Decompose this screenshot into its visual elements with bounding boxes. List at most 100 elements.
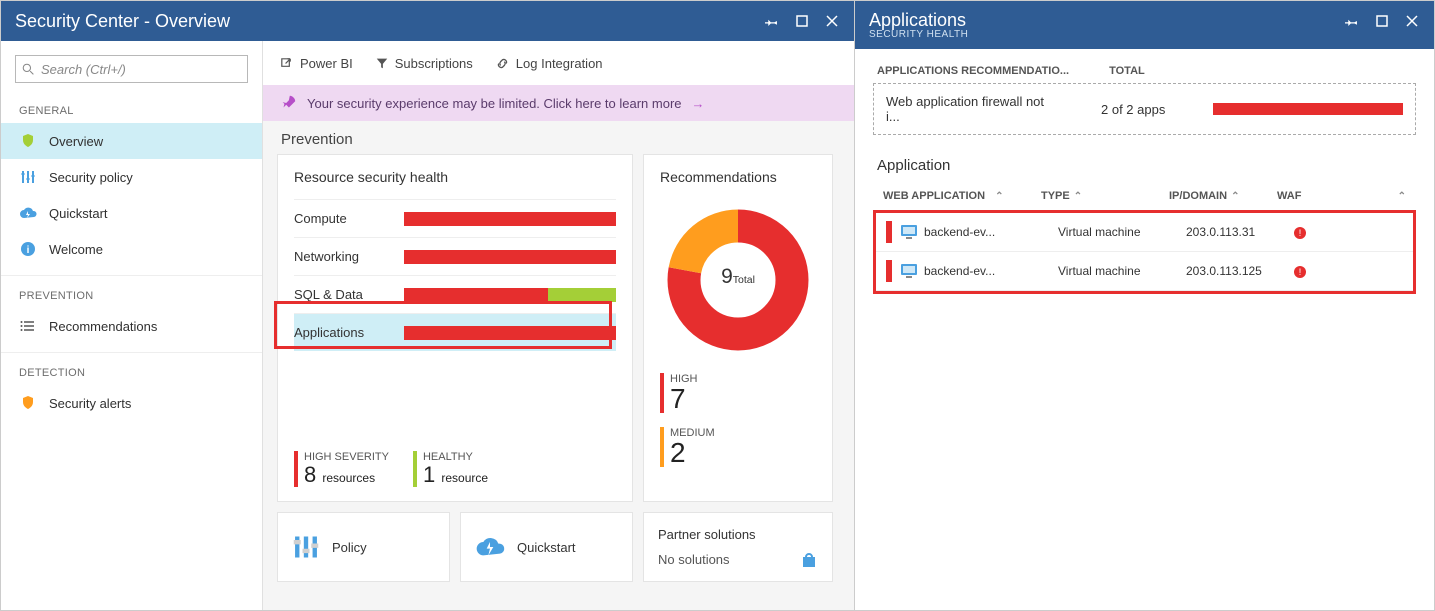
tile-label: Quickstart <box>517 540 576 555</box>
security-center-pane: Security Center - Overview Search (Ctrl+… <box>0 0 855 611</box>
app-name: backend-ev... <box>924 225 995 239</box>
vm-icon <box>900 224 918 240</box>
app-name: backend-ev... <box>924 264 995 278</box>
applications-pane: Applications SECURITY HEALTH APPLICATION… <box>855 0 1435 611</box>
sidebar-label: Quickstart <box>49 206 108 221</box>
banner-text: Your security experience may be limited.… <box>307 96 682 111</box>
filter-icon <box>375 56 389 70</box>
group-label-prevention: PREVENTION <box>1 284 262 308</box>
rsh-bar <box>404 250 616 264</box>
rsh-row-compute[interactable]: Compute <box>294 199 616 237</box>
close-icon[interactable] <box>1404 13 1420 29</box>
sev-value: 8 <box>304 462 316 487</box>
waf-alert-icon: ! <box>1294 227 1306 239</box>
col-label[interactable]: WAF <box>1277 190 1301 202</box>
rec-header: APPLICATIONS RECOMMENDATIO... TOTAL <box>873 65 1416 83</box>
section-title-prevention: Prevention <box>263 121 854 154</box>
card-recommendations: Recommendations 9Total HIGH 7 <box>643 154 833 502</box>
card-title: Resource security health <box>294 169 616 185</box>
stat-label: HIGH <box>670 373 816 385</box>
maximize-icon[interactable] <box>1374 13 1390 29</box>
sidebar-item-recommendations[interactable]: Recommendations <box>1 308 262 344</box>
sliders-icon <box>292 533 320 561</box>
rsh-bar <box>404 288 616 302</box>
link-icon <box>495 56 510 71</box>
tile-partner-solutions[interactable]: Partner solutions No solutions <box>643 512 833 582</box>
col-label[interactable]: IP/DOMAIN <box>1169 190 1227 202</box>
stat-value: 2 <box>670 439 816 467</box>
rsh-row-networking[interactable]: Networking <box>294 237 616 275</box>
sidebar-label: Overview <box>49 134 103 149</box>
rec-total: 2 of 2 apps <box>1101 102 1165 117</box>
sidebar-item-quickstart[interactable]: Quickstart <box>1 195 262 231</box>
sidebar-item-alerts[interactable]: Security alerts <box>1 385 262 421</box>
rsh-row-applications[interactable]: Applications <box>294 313 616 351</box>
export-icon <box>279 56 294 71</box>
toolbar-logintegration[interactable]: Log Integration <box>495 56 603 71</box>
sidebar-label: Security policy <box>49 170 133 185</box>
close-icon[interactable] <box>824 13 840 29</box>
rsh-row-sqldata[interactable]: SQL & Data <box>294 275 616 313</box>
toolbar-label: Subscriptions <box>395 56 473 71</box>
rsh-label: SQL & Data <box>294 287 404 302</box>
sidebar-label: Security alerts <box>49 396 131 411</box>
tile-quickstart[interactable]: Quickstart <box>460 512 633 582</box>
pane-header-right: Applications SECURITY HEALTH <box>855 1 1434 49</box>
donut-total: 9 <box>721 265 733 288</box>
tile-policy[interactable]: Policy <box>277 512 450 582</box>
toolbar-label: Log Integration <box>516 56 603 71</box>
app-table: backend-ev... Virtual machine 203.0.113.… <box>873 210 1416 294</box>
maximize-icon[interactable] <box>794 13 810 29</box>
svg-text:9Total: 9Total <box>721 265 755 288</box>
alert-shield-icon <box>19 394 37 412</box>
pin-icon[interactable] <box>1344 13 1360 29</box>
app-row[interactable]: backend-ev... Virtual machine 203.0.113.… <box>876 213 1413 252</box>
list-icon <box>19 317 37 335</box>
stat-value: 7 <box>670 385 816 413</box>
sev-unit: resource <box>441 471 488 485</box>
cloud-icon <box>475 535 505 559</box>
sidebar-label: Welcome <box>49 242 103 257</box>
reco-stat-medium: MEDIUM 2 <box>660 427 816 467</box>
rec-text: Web application firewall not i... <box>886 94 1061 124</box>
app-table-header: WEB APPLICATION⌃ TYPE⌃ IP/DOMAIN⌃ WAF ⌃ <box>873 182 1416 210</box>
rsh-bar <box>404 326 616 340</box>
arrow-icon: → <box>692 96 705 111</box>
tile-status: No solutions <box>658 552 730 568</box>
toolbar: Power BI Subscriptions Log Integration <box>263 41 854 85</box>
rsh-bar <box>404 212 616 226</box>
toolbar-subscriptions[interactable]: Subscriptions <box>375 56 473 71</box>
severity-bar <box>886 260 892 282</box>
shield-icon <box>19 132 37 150</box>
sev-healthy: HEALTHY 1 resource <box>413 451 488 487</box>
tile-label: Policy <box>332 540 367 555</box>
waf-alert-icon: ! <box>1294 266 1306 278</box>
rsh-label: Applications <box>294 325 404 340</box>
right-body: APPLICATIONS RECOMMENDATIO... TOTAL Web … <box>855 49 1434 310</box>
sliders-icon <box>19 168 37 186</box>
sidebar-label: Recommendations <box>49 319 157 334</box>
tile-title: Partner solutions <box>658 527 756 542</box>
severity-bar <box>886 221 892 243</box>
group-label-general: GENERAL <box>1 99 262 123</box>
pane-title: Security Center - Overview <box>15 11 230 32</box>
svg-text:i: i <box>27 245 30 256</box>
limited-banner[interactable]: Your security experience may be limited.… <box>263 85 854 121</box>
sev-unit: resources <box>322 471 375 485</box>
rec-row[interactable]: Web application firewall not i... 2 of 2… <box>873 83 1416 135</box>
search-placeholder: Search (Ctrl+/) <box>41 62 126 77</box>
sev-high: HIGH SEVERITY 8 resources <box>294 451 389 487</box>
sidebar-item-policy[interactable]: Security policy <box>1 159 262 195</box>
col-label[interactable]: TYPE <box>1041 190 1070 202</box>
toolbar-powerbi[interactable]: Power BI <box>279 56 353 71</box>
search-input[interactable]: Search (Ctrl+/) <box>15 55 248 83</box>
app-row[interactable]: backend-ev... Virtual machine 203.0.113.… <box>876 252 1413 291</box>
bag-icon <box>800 552 818 568</box>
sidebar-item-overview[interactable]: Overview <box>1 123 262 159</box>
pane-title: Applications <box>869 10 966 31</box>
sidebar-item-welcome[interactable]: i Welcome <box>1 231 262 267</box>
app-type: Virtual machine <box>1058 264 1178 278</box>
col-label[interactable]: WEB APPLICATION <box>883 190 985 202</box>
rec-bar <box>1213 103 1403 115</box>
pin-icon[interactable] <box>764 13 780 29</box>
